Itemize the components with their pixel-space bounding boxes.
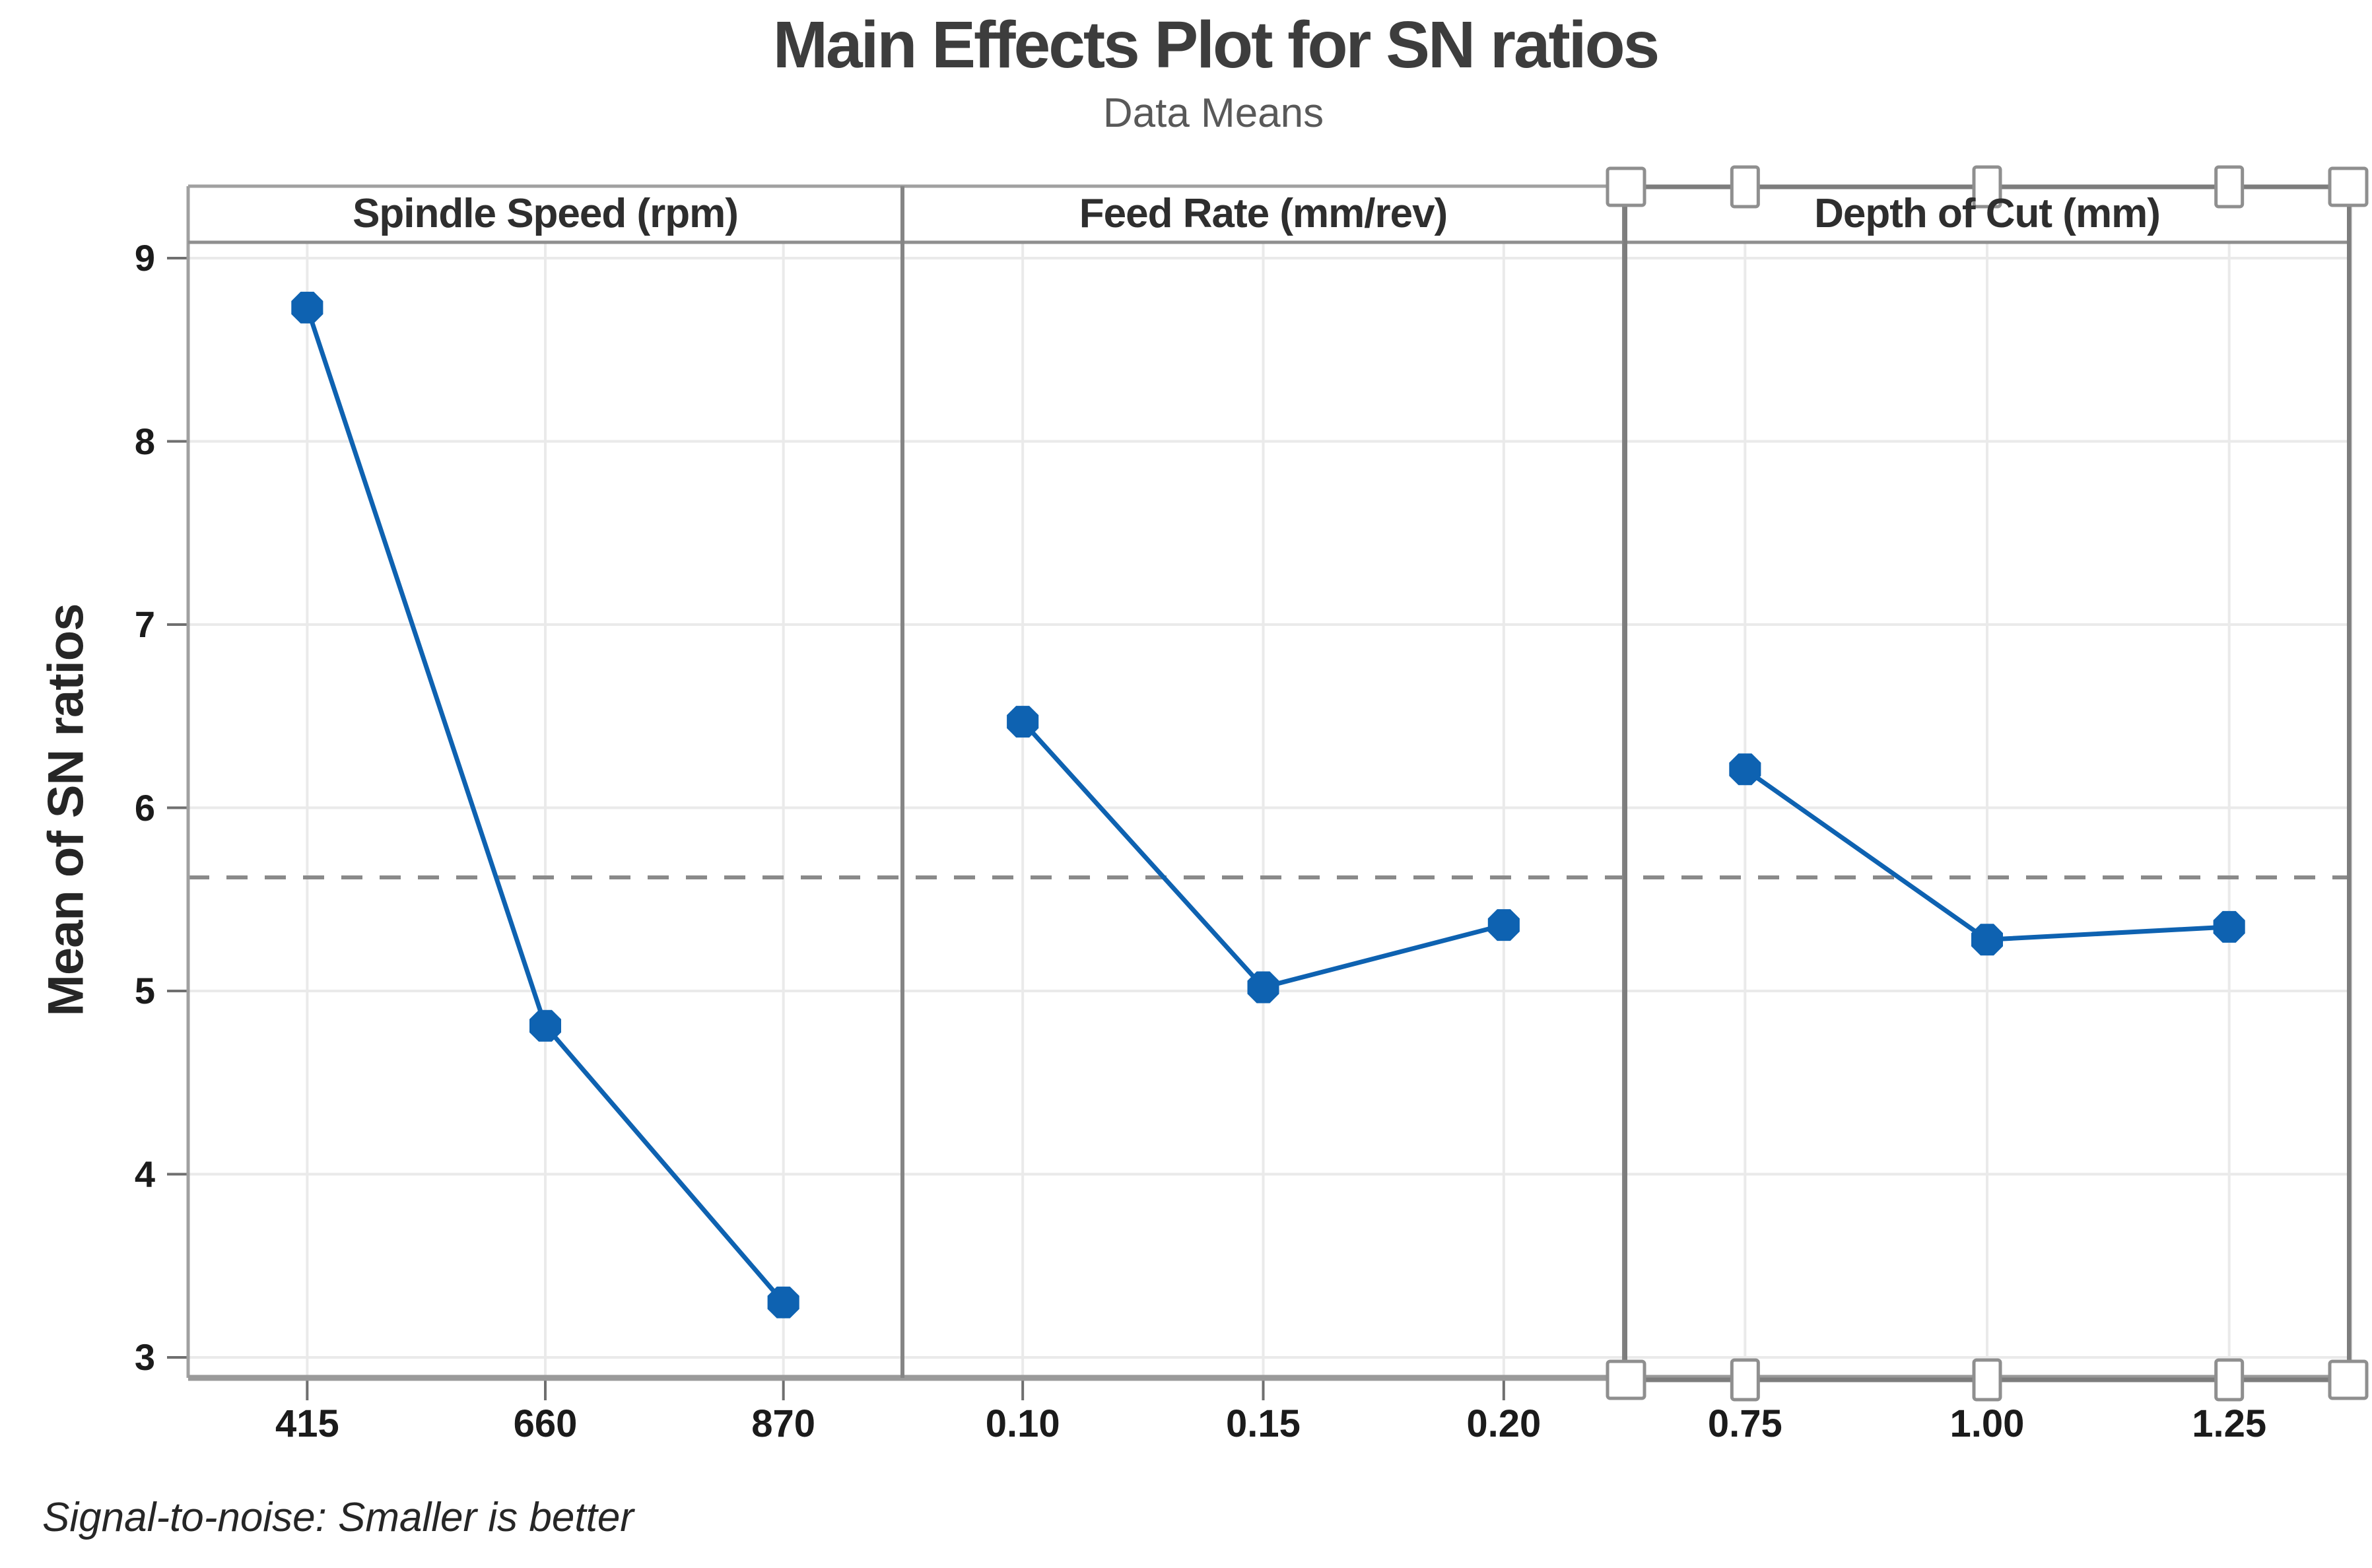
y-tick-label: 4 bbox=[134, 1153, 155, 1195]
data-point-marker[interactable] bbox=[1971, 924, 2003, 956]
y-tick-label: 7 bbox=[134, 603, 155, 645]
x-tick-label: 1.00 bbox=[1949, 1402, 2025, 1445]
data-point-marker[interactable] bbox=[2213, 910, 2245, 943]
selection-handle[interactable] bbox=[1972, 1358, 2002, 1402]
data-point-marker[interactable] bbox=[291, 291, 323, 324]
selection-handle[interactable] bbox=[1730, 1358, 1760, 1402]
y-tick-label: 8 bbox=[134, 420, 155, 462]
y-tick-label: 5 bbox=[134, 970, 155, 1011]
x-tick-label: 1.25 bbox=[2192, 1402, 2267, 1445]
x-tick-label: 0.15 bbox=[1226, 1402, 1301, 1445]
panel-header: Feed Rate (mm/rev) bbox=[1079, 191, 1448, 236]
data-point-marker[interactable] bbox=[1247, 971, 1279, 1004]
x-tick-label: 0.75 bbox=[1707, 1402, 1782, 1445]
x-tick-label: 0.10 bbox=[985, 1402, 1060, 1445]
selection-handle[interactable] bbox=[2214, 1358, 2245, 1402]
chart-subtitle: Data Means bbox=[1102, 90, 1324, 136]
footnote-signal-to-noise: Signal-to-noise: Smaller is better bbox=[42, 1495, 634, 1540]
chart-title: Main Effects Plot for SN ratios bbox=[772, 8, 1660, 82]
panel-header: Spindle Speed (rpm) bbox=[353, 191, 739, 236]
data-point-marker[interactable] bbox=[1007, 706, 1039, 738]
x-tick-label: 415 bbox=[275, 1402, 339, 1445]
selection-handle[interactable] bbox=[1606, 1359, 1646, 1400]
selection-handle[interactable] bbox=[2328, 1359, 2369, 1400]
y-tick-label: 9 bbox=[134, 237, 155, 279]
selection-handle[interactable] bbox=[1606, 166, 1646, 207]
data-point-marker[interactable] bbox=[1487, 909, 1520, 941]
data-point-marker[interactable] bbox=[529, 1009, 561, 1042]
data-point-marker[interactable] bbox=[767, 1286, 799, 1318]
x-tick-label: 660 bbox=[513, 1402, 578, 1445]
y-tick-label: 6 bbox=[134, 786, 155, 829]
selection-handle[interactable] bbox=[1972, 165, 2002, 209]
selection-handle[interactable] bbox=[2214, 165, 2245, 209]
y-tick-label: 3 bbox=[134, 1336, 155, 1378]
panel-header: Depth of Cut (mm) bbox=[1814, 191, 2161, 236]
selection-handle[interactable] bbox=[1730, 165, 1760, 209]
x-tick-label: 0.20 bbox=[1466, 1402, 1542, 1445]
data-point-marker[interactable] bbox=[1729, 753, 1761, 786]
selection-handle[interactable] bbox=[2328, 166, 2369, 207]
x-tick-label: 870 bbox=[751, 1402, 816, 1445]
